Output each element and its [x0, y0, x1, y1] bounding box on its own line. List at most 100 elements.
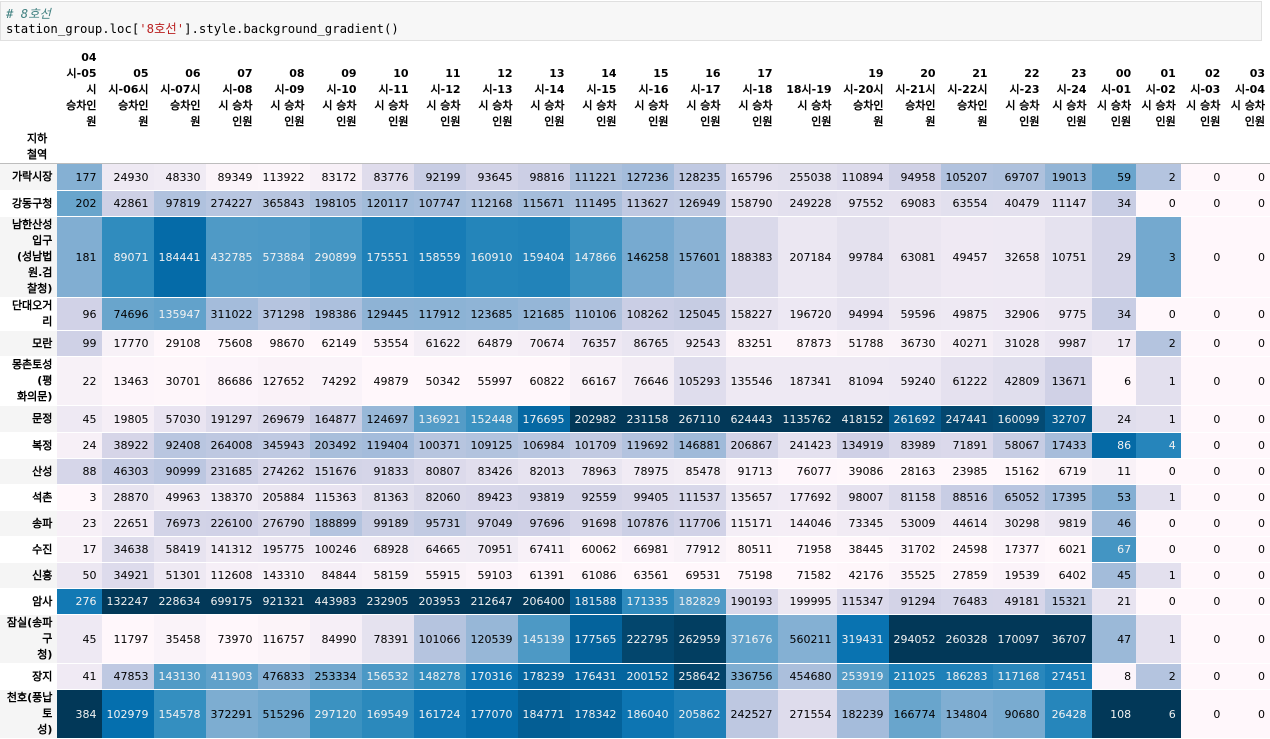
table-row: 산성 88 46303 90999 231685 274262 151676 91833 808…: [0, 458, 1270, 485]
data-cell: 0: [1225, 484, 1270, 511]
data-cell: 92199: [413, 163, 466, 191]
data-cell: 67: [1091, 536, 1137, 563]
index-header-blank: [153, 131, 206, 164]
index-header-blank: [992, 131, 1045, 164]
data-cell: 177692: [777, 484, 837, 511]
data-cell: 100246: [309, 536, 362, 563]
column-header: 04 시-05시 승차인 원: [66, 51, 97, 128]
data-cell: 53554: [361, 330, 414, 357]
data-cell: 128235: [673, 163, 726, 191]
index-header-blank: [309, 131, 362, 164]
data-cell: 92543: [673, 330, 726, 357]
data-cell: 0: [1136, 536, 1181, 563]
data-cell: 91713: [725, 458, 778, 485]
data-cell: 19805: [101, 405, 154, 433]
data-cell: 242527: [725, 689, 778, 739]
data-cell: 231685: [205, 458, 258, 485]
data-cell: 0: [1180, 163, 1226, 191]
data-cell: 38445: [836, 536, 889, 563]
code-variable: station_group: [6, 22, 103, 36]
data-cell: 84990: [309, 614, 362, 664]
table-row: 단대오거리 96 74696 135947 311022 371298 198386 1294…: [0, 297, 1270, 331]
data-cell: 78975: [621, 458, 674, 485]
data-cell: 0: [1180, 614, 1226, 664]
data-cell: 181588: [569, 588, 622, 615]
row-label: 석촌: [0, 484, 58, 511]
index-header-blank: [1136, 131, 1181, 164]
data-cell: 76357: [569, 330, 622, 357]
data-cell: 205884: [257, 484, 310, 511]
code-cell-input[interactable]: # 8호선 station_group.loc['8호선'].style.bac…: [0, 1, 1262, 41]
data-cell: 97049: [465, 510, 518, 537]
data-cell: 74696: [101, 297, 154, 331]
data-cell: 0: [1225, 588, 1270, 615]
data-cell: 48330: [153, 163, 206, 191]
data-cell: 0: [1180, 405, 1226, 433]
data-cell: 1135762: [777, 405, 837, 433]
data-cell: 0: [1225, 297, 1270, 331]
data-cell: 41: [57, 663, 102, 690]
index-header-blank: [1225, 131, 1270, 164]
index-header-blank: [517, 131, 570, 164]
data-cell: 70674: [517, 330, 570, 357]
row-label: 강동구청: [0, 190, 58, 217]
data-cell: 98670: [257, 330, 310, 357]
index-header-blank: [361, 131, 414, 164]
column-header: 10시-11 시 승차 인원: [374, 67, 409, 128]
data-cell: 454680: [777, 663, 837, 690]
data-cell: 36707: [1044, 614, 1092, 664]
data-cell: 222795: [621, 614, 674, 664]
data-cell: 6: [1136, 689, 1181, 739]
index-header-blank: [1044, 131, 1092, 164]
data-cell: 115363: [309, 484, 362, 511]
table-row: 가락시장 177 24930 48330 89349 113922 83172 83776 92…: [0, 163, 1270, 191]
data-cell: 109125: [465, 432, 518, 459]
data-cell: 92559: [569, 484, 622, 511]
data-cell: 6719: [1044, 458, 1092, 485]
data-cell: 87873: [777, 330, 837, 357]
code-method: ].style.background_gradient(): [184, 22, 399, 36]
data-cell: 59: [1091, 163, 1137, 191]
code-string: '8호선': [139, 22, 185, 36]
data-cell: 134919: [836, 432, 889, 459]
column-header: 23시-24 시 승차 인원: [1052, 67, 1087, 128]
data-cell: 49879: [361, 356, 414, 406]
index-header-blank: [101, 131, 154, 164]
data-cell: 91833: [361, 458, 414, 485]
table-row: 모란 99 17770 29108 75608 98670 62149 53554 61622 6…: [0, 330, 1270, 357]
data-cell: 144046: [777, 510, 837, 537]
data-cell: 81363: [361, 484, 414, 511]
data-cell: 2: [1136, 330, 1181, 357]
data-cell: 158790: [725, 190, 778, 217]
data-cell: 319431: [836, 614, 889, 664]
data-cell: 258642: [673, 663, 726, 690]
data-cell: 0: [1225, 405, 1270, 433]
data-cell: 82013: [517, 458, 570, 485]
row-label: 단대오거리: [0, 297, 58, 331]
column-header: 15시-16 시 승차 인원: [634, 67, 669, 128]
data-cell: 99784: [836, 216, 889, 298]
data-cell: 0: [1225, 190, 1270, 217]
data-cell: 112608: [205, 562, 258, 589]
data-cell: 165796: [725, 163, 778, 191]
data-cell: 207184: [777, 216, 837, 298]
data-cell: 89349: [205, 163, 258, 191]
data-cell: 23985: [940, 458, 993, 485]
data-cell: 63561: [621, 562, 674, 589]
data-cell: 371298: [257, 297, 310, 331]
data-cell: 46: [1091, 510, 1137, 537]
data-cell: 50342: [413, 356, 466, 406]
data-cell: 127236: [621, 163, 674, 191]
data-cell: 0: [1136, 588, 1181, 615]
row-label: 가락시장: [0, 163, 58, 191]
data-cell: 58419: [153, 536, 206, 563]
data-cell: 176431: [569, 663, 622, 690]
data-cell: 0: [1225, 432, 1270, 459]
data-cell: 432785: [205, 216, 258, 298]
styled-dataframe: 04 시-05시 승차인 원 05 시-06시 승차인 원 06 시-07시 승차인…: [0, 50, 1270, 739]
data-cell: 203492: [309, 432, 362, 459]
data-cell: 81158: [888, 484, 941, 511]
data-cell: 42809: [992, 356, 1045, 406]
data-cell: 99189: [361, 510, 414, 537]
table-row: 강동구청 202 42861 97819 274227 365843 198105 12011…: [0, 190, 1270, 217]
